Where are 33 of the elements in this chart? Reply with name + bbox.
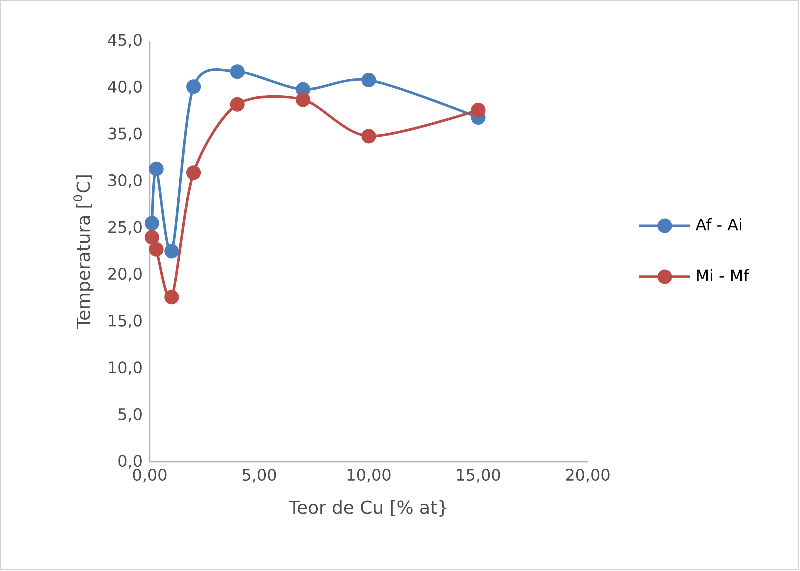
x-tick-label: 5,00 xyxy=(242,469,276,483)
y-axis-title: Temperatura [$^{0}$C] xyxy=(74,176,94,329)
point xyxy=(186,166,202,180)
x-tick-label: 15,00 xyxy=(457,469,500,483)
x-tick-label: 0,00 xyxy=(133,469,167,483)
y-tick-label: 35,0 xyxy=(108,128,142,142)
point xyxy=(296,92,311,108)
point xyxy=(149,162,164,176)
point xyxy=(471,102,486,118)
y-tick-label: 0,0 xyxy=(118,455,142,469)
point xyxy=(186,80,202,94)
y-tick-label: 30,0 xyxy=(108,174,142,188)
legend-label: Af - Ai xyxy=(696,218,742,231)
x-axis-title: Teor de Cu [% at} xyxy=(289,500,447,517)
point xyxy=(230,97,245,112)
y-tick-label: 15,0 xyxy=(109,314,142,328)
y-tick-label: 45,0 xyxy=(108,34,142,48)
x-tick-label: 10,00 xyxy=(348,469,391,483)
point xyxy=(164,290,180,305)
point xyxy=(230,64,245,80)
point xyxy=(149,242,164,257)
point xyxy=(362,129,376,144)
y-tick-label: 25,0 xyxy=(108,221,142,235)
point xyxy=(144,230,160,245)
x-tick-label: 20,00 xyxy=(566,469,610,483)
y-tick-label: 40,0 xyxy=(108,80,142,95)
y-tick-label: 5,0 xyxy=(118,408,142,422)
y-tick-label: 10,0 xyxy=(109,362,142,376)
legend-label: Mi - Mf xyxy=(697,269,750,282)
point xyxy=(164,244,180,259)
point xyxy=(362,73,376,88)
y-tick-label: 20,0 xyxy=(108,268,142,282)
point xyxy=(144,216,160,231)
